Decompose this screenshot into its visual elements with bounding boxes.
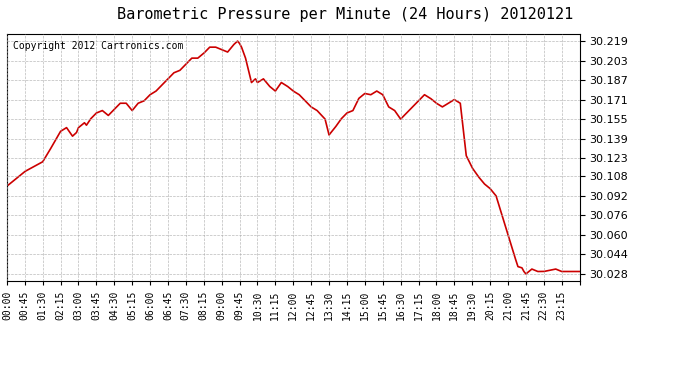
Text: Copyright 2012 Cartronics.com: Copyright 2012 Cartronics.com [12, 41, 183, 51]
Text: Barometric Pressure per Minute (24 Hours) 20120121: Barometric Pressure per Minute (24 Hours… [117, 8, 573, 22]
